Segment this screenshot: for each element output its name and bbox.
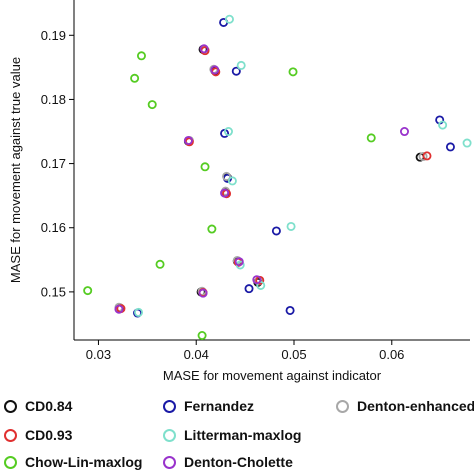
legend-item-denton-enhanced: Denton-enhanced	[336, 398, 474, 414]
data-point	[224, 14, 234, 24]
data-point	[155, 259, 165, 269]
data-point	[244, 284, 254, 294]
data-point	[197, 331, 207, 341]
legend-marker-cd084	[4, 399, 17, 413]
data-point	[198, 288, 208, 298]
data-point	[286, 221, 296, 231]
data-point	[83, 286, 93, 296]
data-point	[199, 44, 209, 54]
data-point	[147, 100, 157, 110]
series-chow-lin-maxlog	[83, 51, 376, 341]
y-tick-label: 0.17	[41, 156, 66, 171]
series-denton-cholette	[114, 44, 409, 314]
legend: CD0.84 Fernandez Denton-enhanced CD0.93 …	[0, 392, 474, 474]
data-point	[222, 171, 232, 181]
series-denton-enhanced	[114, 45, 428, 312]
legend-item-chow-lin-maxlog: Chow-Lin-maxlog	[4, 454, 142, 470]
data-point	[366, 133, 376, 143]
y-axis-title: MASE for movement against true value	[8, 57, 23, 283]
data-point	[399, 127, 409, 137]
y-tick-label: 0.16	[41, 220, 66, 235]
data-point	[462, 138, 472, 148]
data-point	[445, 142, 455, 152]
legend-marker-denton-cholette	[163, 455, 176, 469]
legend-item-litterman-maxlog: Litterman-maxlog	[163, 427, 301, 443]
data-point	[418, 152, 428, 162]
legend-marker-cd093	[4, 428, 17, 442]
data-point	[438, 120, 448, 130]
x-tick-label: 0.03	[86, 347, 111, 362]
data-point	[207, 224, 217, 234]
legend-marker-denton-enhanced	[336, 399, 349, 413]
legend-item-cd093: CD0.93	[4, 427, 72, 443]
series-cd0-93	[116, 46, 432, 314]
legend-marker-chow-lin-maxlog	[4, 455, 17, 469]
legend-label-cd084: CD0.84	[25, 398, 73, 414]
data-point	[223, 127, 233, 137]
y-tick-label: 0.19	[41, 28, 66, 43]
legend-label-denton-cholette: Denton-Cholette	[184, 454, 293, 470]
y-tick-label: 0.15	[41, 284, 66, 299]
data-point	[231, 66, 241, 76]
legend-item-cd084: CD0.84	[4, 398, 72, 414]
data-point	[422, 151, 432, 161]
scatter-chart: 0.03 0.04 0.05 0.06 0.15 0.16 0.17 0.18 0.19 MAS…	[8, 0, 472, 383]
legend-label-denton-enhanced: Denton-enhanced	[357, 398, 474, 414]
data-point	[236, 60, 246, 70]
data-point	[285, 305, 295, 315]
legend-marker-litterman-maxlog	[163, 428, 176, 442]
data-point	[288, 67, 298, 77]
legend-marker-fernandez	[163, 399, 176, 413]
x-tick-label: 0.04	[184, 347, 209, 362]
data-point	[234, 257, 244, 267]
data-point	[183, 135, 193, 145]
legend-label-litterman-maxlog: Litterman-maxlog	[184, 427, 302, 443]
legend-label-cd093: CD0.93	[25, 427, 73, 443]
y-tick-label: 0.18	[41, 92, 66, 107]
data-point	[220, 188, 230, 198]
axes: 0.03 0.04 0.05 0.06 0.15 0.16 0.17 0.18 0.19	[41, 0, 470, 362]
data-point	[200, 162, 210, 172]
x-tick-label: 0.06	[379, 347, 404, 362]
data-point	[210, 65, 220, 75]
series-cd0-84	[115, 44, 425, 313]
x-tick-label: 0.05	[281, 347, 306, 362]
x-axis-title: MASE for movement against indicator	[163, 368, 382, 383]
data-point	[252, 275, 262, 285]
series-fernandez	[133, 17, 455, 318]
legend-label-fernandez: Fernandez	[184, 398, 255, 414]
series-litterman-maxlog	[134, 14, 472, 317]
data-point	[271, 226, 281, 236]
data-point	[227, 176, 237, 186]
data-points	[83, 14, 472, 341]
data-point	[114, 304, 124, 314]
legend-item-denton-cholette: Denton-Cholette	[163, 454, 293, 470]
data-point	[134, 307, 144, 317]
data-point	[136, 51, 146, 61]
legend-item-fernandez: Fernandez	[163, 398, 254, 414]
legend-label-chow-lin-maxlog: Chow-Lin-maxlog	[25, 454, 143, 470]
data-point	[130, 73, 140, 83]
